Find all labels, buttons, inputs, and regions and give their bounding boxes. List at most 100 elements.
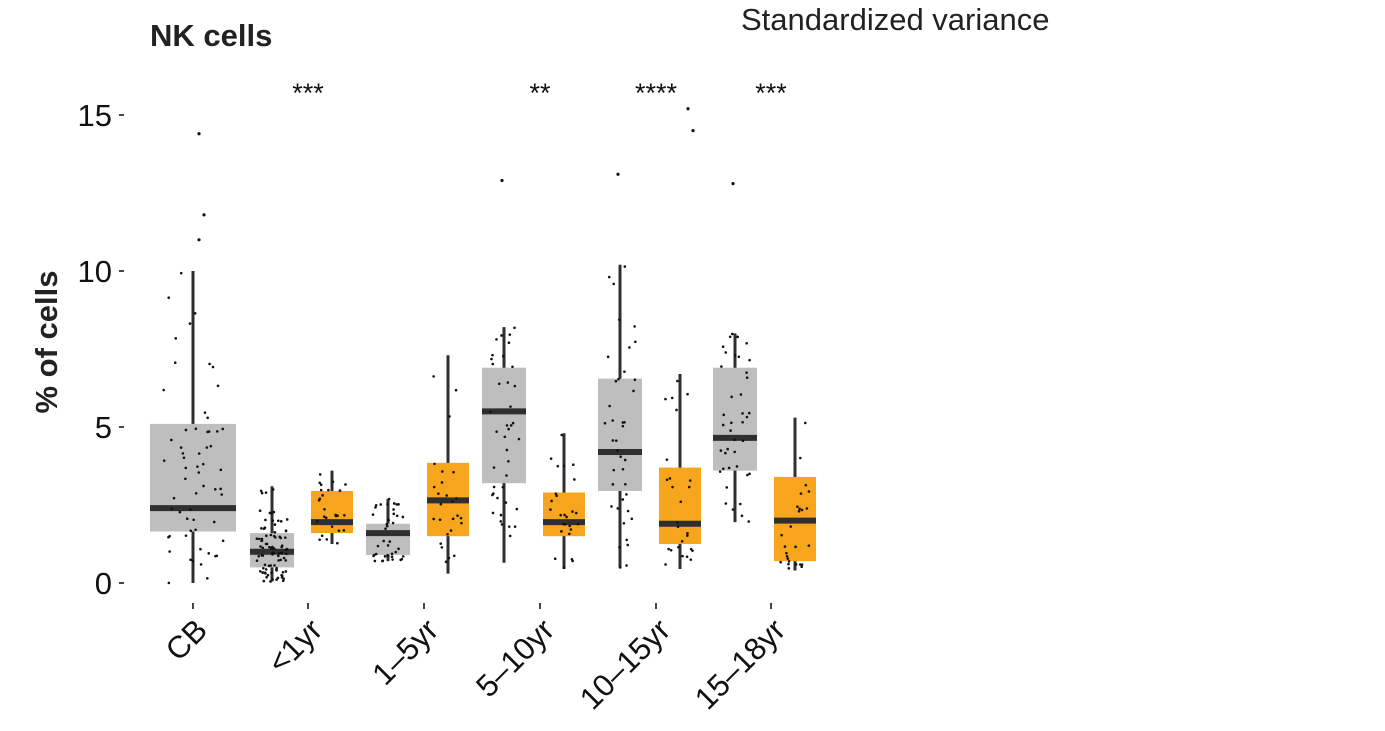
data-point <box>383 555 387 558</box>
data-point <box>504 501 508 504</box>
y-tick-label: 15 <box>78 98 112 133</box>
data-point <box>189 508 192 511</box>
data-point <box>799 492 803 495</box>
data-point <box>208 362 211 366</box>
data-point <box>576 522 580 526</box>
data-point <box>206 416 209 420</box>
data-point <box>264 491 268 494</box>
data-point <box>669 548 673 552</box>
data-point <box>285 552 288 556</box>
data-point <box>372 553 376 557</box>
data-point <box>606 355 610 359</box>
data-point <box>437 492 440 495</box>
data-point <box>374 506 377 509</box>
data-point <box>330 525 334 528</box>
data-point <box>492 485 496 489</box>
data-point <box>507 341 511 344</box>
data-point <box>617 377 620 381</box>
data-point <box>174 337 178 340</box>
data-point <box>735 465 739 468</box>
data-point <box>168 550 171 553</box>
data-point <box>432 517 435 521</box>
data-point <box>445 494 448 497</box>
data-point <box>618 545 621 549</box>
data-point <box>441 470 444 473</box>
data-point <box>259 489 263 493</box>
data-point <box>737 355 741 359</box>
data-point <box>270 512 274 515</box>
data-point <box>789 525 793 528</box>
data-point <box>623 458 627 462</box>
data-point <box>284 529 288 532</box>
x-tick-label: 15–18yr <box>688 612 792 716</box>
box-iqr <box>713 367 757 471</box>
data-point <box>568 524 572 528</box>
x-tick-label: 10–15yr <box>573 612 677 716</box>
outlier-point <box>500 178 504 183</box>
data-point <box>342 529 346 532</box>
data-point <box>446 533 449 536</box>
data-point <box>188 322 192 325</box>
data-point <box>503 435 507 439</box>
data-point <box>731 508 735 511</box>
box-1–5yr-orange <box>427 355 469 574</box>
data-point <box>282 556 286 560</box>
data-point <box>785 555 789 558</box>
data-point <box>794 563 798 566</box>
y-tick-label: 10 <box>78 254 112 289</box>
data-point <box>491 493 494 497</box>
data-point <box>439 542 443 545</box>
data-point <box>325 538 329 541</box>
data-point <box>740 514 744 518</box>
data-point <box>401 555 405 558</box>
data-point <box>676 520 679 524</box>
data-point <box>499 513 503 517</box>
data-point <box>729 429 732 432</box>
data-point <box>786 557 790 560</box>
data-point <box>800 508 804 512</box>
data-point <box>282 577 285 580</box>
data-point <box>745 376 749 379</box>
outlier-point <box>202 213 206 217</box>
data-point <box>257 554 261 558</box>
data-point <box>432 485 436 489</box>
data-point <box>181 452 185 455</box>
data-point <box>318 473 322 476</box>
data-point <box>633 325 636 328</box>
box-CB-grey <box>150 271 236 583</box>
data-point <box>733 450 736 454</box>
data-point <box>447 556 451 560</box>
y-tick-label: 0 <box>95 566 112 601</box>
data-point <box>272 510 276 514</box>
data-point <box>387 497 391 501</box>
data-point <box>336 541 339 545</box>
data-point <box>549 457 553 460</box>
data-point <box>320 534 324 538</box>
box-iqr <box>659 467 701 544</box>
data-point <box>665 458 669 461</box>
data-point <box>215 554 219 558</box>
data-point <box>617 318 621 321</box>
data-point <box>610 505 613 508</box>
data-point <box>804 483 808 487</box>
data-point <box>459 516 463 520</box>
data-point <box>279 520 283 523</box>
data-point <box>373 559 377 563</box>
data-point <box>264 568 268 571</box>
data-point <box>787 567 791 570</box>
data-point <box>805 507 809 510</box>
data-point <box>621 498 625 501</box>
data-point <box>272 551 276 554</box>
data-point <box>285 518 289 521</box>
data-point <box>490 357 493 361</box>
data-point <box>173 361 177 365</box>
chart-subtitle: Standardized variance <box>741 2 1049 37</box>
outlier-point <box>731 182 735 186</box>
boxes <box>150 264 816 583</box>
data-point <box>258 537 261 541</box>
box-iqr <box>598 378 642 491</box>
data-point <box>391 558 394 561</box>
data-point <box>280 573 283 577</box>
data-point <box>317 498 321 502</box>
